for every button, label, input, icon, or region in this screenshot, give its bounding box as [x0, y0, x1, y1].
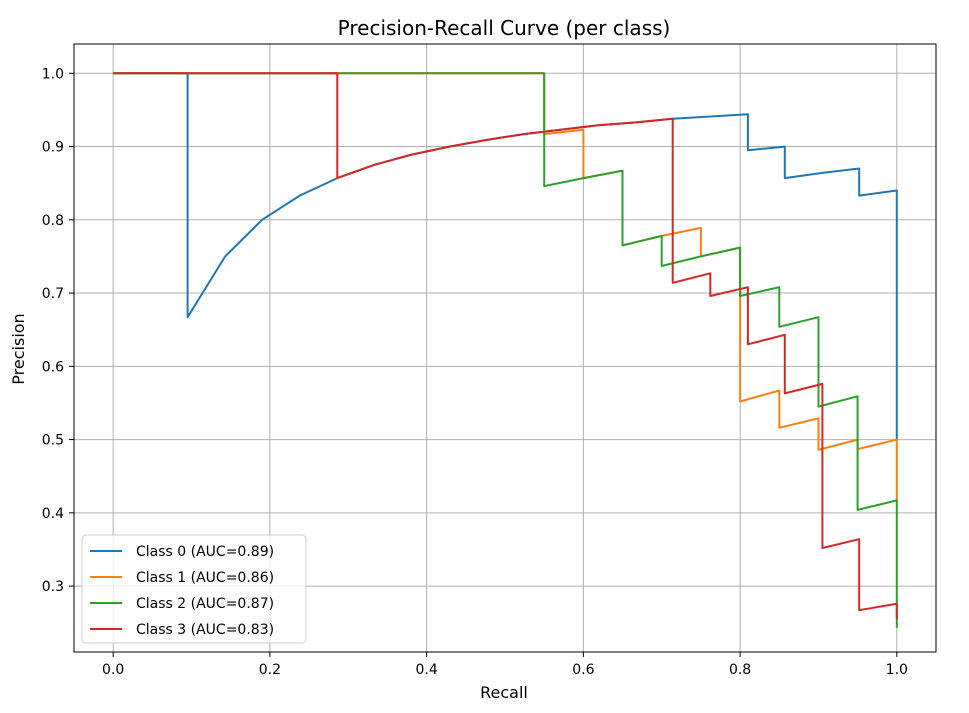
legend-box — [81, 534, 307, 644]
plot-frame — [73, 43, 937, 653]
x-axis-ticks: 0.0 0.2 0.4 0.6 0.8 1.0 — [102, 652, 908, 678]
legend-label: Class 1 (AUC=0.86) — [136, 570, 274, 586]
y-tick-label: 0.8 — [42, 213, 64, 229]
x-tick-label: 0.4 — [416, 662, 438, 678]
y-tick-label: 1.0 — [42, 66, 64, 82]
y-tick-label: 0.3 — [42, 579, 64, 595]
series-line-class-0 — [113, 72, 898, 440]
chart-title: Precision-Recall Curve (per class) — [338, 16, 671, 40]
legend-label: Class 3 (AUC=0.83) — [136, 622, 274, 638]
x-tick-label: 1.0 — [886, 662, 908, 678]
series-group — [113, 72, 898, 628]
y-tick-label: 0.5 — [42, 433, 64, 449]
legend-label: Class 2 (AUC=0.87) — [136, 596, 274, 612]
legend: Class 0 (AUC=0.89) Class 1 (AUC=0.86) Clas… — [81, 534, 307, 644]
y-axis-label: Precision — [9, 313, 28, 384]
x-tick-label: 0.0 — [102, 662, 124, 678]
legend-label: Class 0 (AUC=0.89) — [136, 544, 274, 560]
series-line-class-2 — [113, 72, 898, 628]
series-line-class-3 — [113, 72, 898, 619]
x-tick-label: 0.2 — [259, 662, 281, 678]
y-axis-ticks: 0.3 0.4 0.5 0.6 0.7 0.8 0.9 1.0 — [42, 66, 74, 595]
x-axis-label: Recall — [480, 683, 528, 702]
y-tick-label: 0.4 — [42, 506, 64, 522]
x-tick-label: 0.8 — [729, 662, 751, 678]
y-tick-label: 0.9 — [42, 140, 64, 156]
y-tick-label: 0.6 — [42, 359, 64, 375]
x-tick-label: 0.6 — [572, 662, 594, 678]
y-tick-label: 0.7 — [42, 286, 64, 302]
